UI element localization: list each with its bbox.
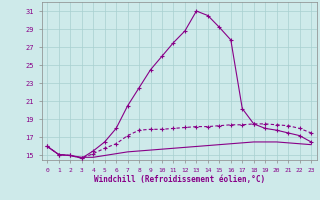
X-axis label: Windchill (Refroidissement éolien,°C): Windchill (Refroidissement éolien,°C) [94, 175, 265, 184]
